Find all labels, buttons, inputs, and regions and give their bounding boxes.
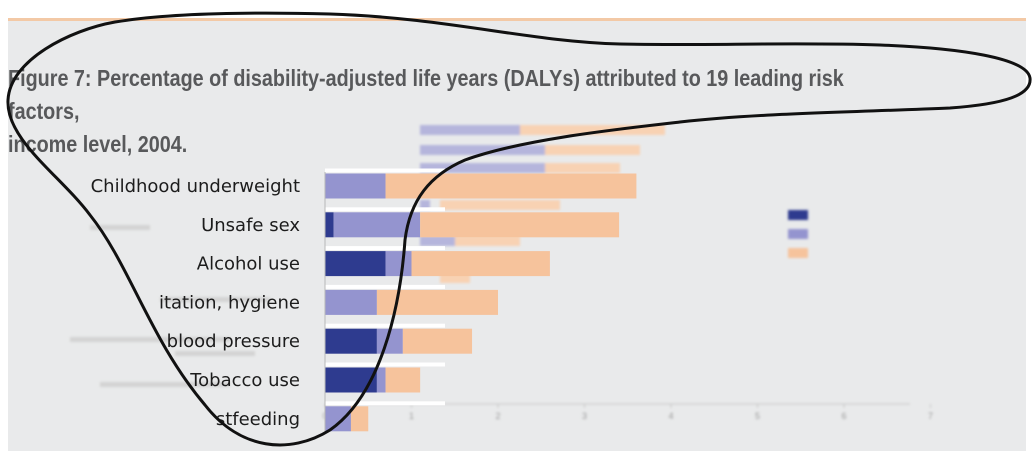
background-bar-purple <box>420 163 545 173</box>
background-bar-orange <box>440 200 560 210</box>
faded-label-blur <box>160 297 270 302</box>
bar-segment <box>385 367 421 393</box>
bar-segment <box>325 367 377 393</box>
category-label: blood pressure <box>167 331 300 352</box>
background-bar-orange <box>440 125 665 135</box>
background-bar-purple <box>420 125 520 135</box>
hand-drawn-outline <box>6 11 1032 447</box>
category-labels-group: Childhood underweight Unsafe sex Alcohol u… <box>91 176 301 430</box>
x-tick-label: 1 <box>409 411 414 421</box>
bar-segment <box>385 251 412 277</box>
bar-segment <box>325 328 377 354</box>
faded-label-blur <box>175 351 255 356</box>
row-separator <box>325 401 445 406</box>
row-separator <box>325 246 445 251</box>
bar-segment <box>420 212 620 238</box>
background-bar-orange <box>440 273 470 283</box>
background-bar-purple <box>420 200 430 210</box>
category-label: Unsafe sex <box>201 215 300 236</box>
row-separator <box>325 323 445 328</box>
category-label: Alcohol use <box>197 254 300 275</box>
bar-segment <box>325 289 377 315</box>
legend-swatch <box>788 210 808 220</box>
faded-label-blur <box>70 337 230 342</box>
category-label: Tobacco use <box>189 370 300 391</box>
background-bar-purple <box>420 145 545 155</box>
bars-group <box>325 168 637 432</box>
background-bar-orange <box>440 236 520 246</box>
faded-label-blur <box>90 225 150 230</box>
bar-segment <box>350 406 369 432</box>
row-separator <box>325 284 445 289</box>
category-label: stfeeding <box>216 409 300 430</box>
legend-swatch <box>788 229 808 239</box>
figure-title: Figure 7: Percentage of disability-adjus… <box>8 62 885 161</box>
category-label: itation, hygiene <box>159 292 300 313</box>
bar-segment <box>325 251 386 277</box>
figure-title-line-1: Figure 7: Percentage of disability-adjus… <box>8 65 844 124</box>
x-tick-label: 2 <box>495 411 500 421</box>
legend-swatch <box>788 248 808 258</box>
bar-segment <box>325 212 334 238</box>
category-label: Childhood underweight <box>91 176 300 197</box>
bar-segment <box>376 367 386 393</box>
figure-title-line-2: income level, 2004. <box>8 131 188 157</box>
bar-segment <box>325 406 351 432</box>
x-tick-label: 4 <box>668 411 673 421</box>
row-separator <box>325 168 445 173</box>
faded-label-blur <box>100 382 230 387</box>
background-bar-purple <box>420 236 455 246</box>
bar-segment <box>402 328 473 354</box>
row-separator <box>325 362 445 367</box>
x-tick-label: 3 <box>582 411 587 421</box>
x-tick-label: 7 <box>928 411 933 421</box>
bar-segment <box>385 173 637 199</box>
row-separator <box>325 207 445 212</box>
x-tick-label: 5 <box>755 411 760 421</box>
x-tick-label: 6 <box>841 411 846 421</box>
bar-segment <box>325 173 386 199</box>
bar-segment <box>411 251 550 277</box>
